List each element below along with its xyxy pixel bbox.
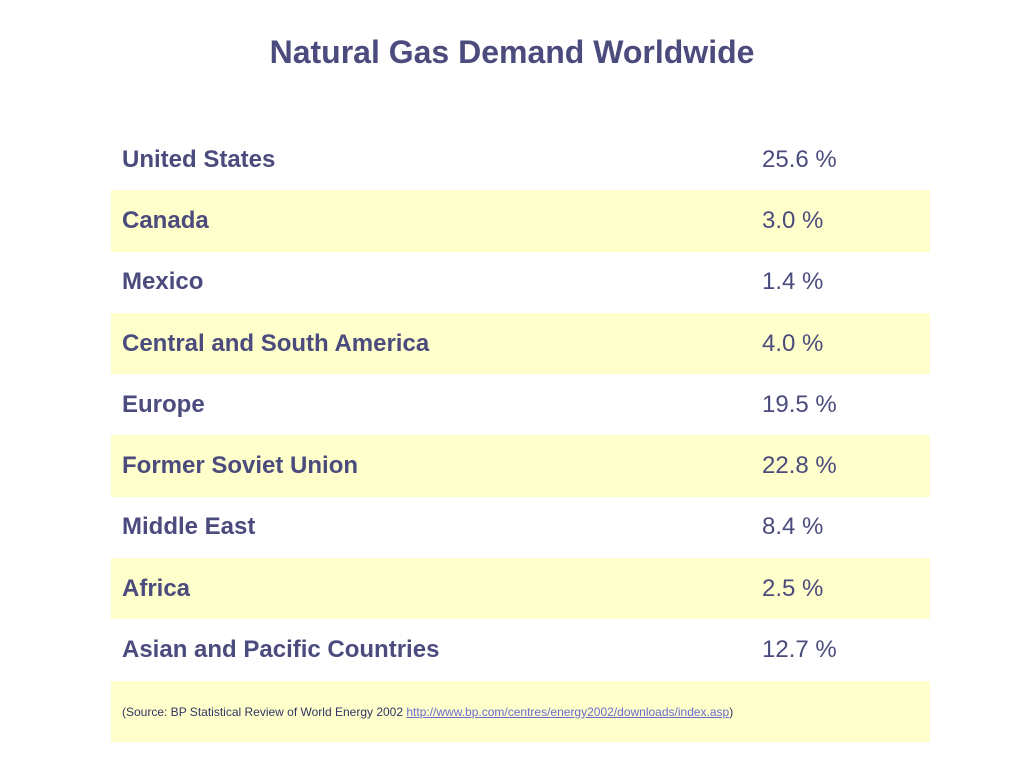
source-prefix: (Source: BP Statistical Review of World …	[122, 704, 407, 719]
region-label: United States	[122, 145, 276, 173]
demand-table: United States 25.6 % Canada 3.0 % Mexico…	[111, 129, 930, 681]
demand-percentage: 4.0 %	[762, 329, 824, 357]
table-row: Africa 2.5 %	[111, 558, 930, 620]
demand-percentage: 2.5 %	[762, 574, 824, 602]
region-label: Middle East	[122, 513, 256, 541]
source-suffix: )	[729, 704, 734, 719]
table-row: Central and South America 4.0 %	[111, 312, 930, 375]
region-label: Central and South America	[122, 329, 430, 357]
table-row: Asian and Pacific Countries 12.7 %	[111, 619, 930, 680]
table-row: Europe 19.5 %	[111, 374, 930, 435]
table-row: Middle East 8.4 %	[111, 497, 930, 558]
region-label: Asian and Pacific Countries	[122, 636, 440, 664]
source-citation: (Source: BP Statistical Review of World …	[122, 705, 733, 719]
source-link[interactable]: http://www.bp.com/centres/energy2002/dow…	[406, 704, 730, 719]
region-label: Africa	[122, 574, 191, 602]
region-label: Mexico	[122, 268, 204, 296]
demand-percentage: 22.8 %	[762, 452, 837, 480]
demand-percentage: 25.6 %	[762, 145, 837, 173]
slide-title: Natural Gas Demand Worldwide	[269, 34, 755, 70]
table-row: Canada 3.0 %	[111, 190, 930, 252]
region-label: Europe	[122, 390, 205, 418]
demand-percentage: 1.4 %	[762, 268, 824, 296]
demand-percentage: 8.4 %	[762, 513, 824, 541]
region-label: Canada	[122, 206, 209, 234]
table-row: Former Soviet Union 22.8 %	[111, 435, 930, 497]
source-footnote: (Source: BP Statistical Review of World …	[111, 681, 930, 742]
demand-percentage: 3.0 %	[762, 206, 824, 234]
demand-percentage: 19.5 %	[762, 390, 837, 418]
region-label: Former Soviet Union	[122, 452, 359, 480]
demand-percentage: 12.7 %	[762, 636, 837, 664]
table-row: Mexico 1.4 %	[111, 252, 930, 313]
table-row: United States 25.6 %	[111, 129, 930, 190]
